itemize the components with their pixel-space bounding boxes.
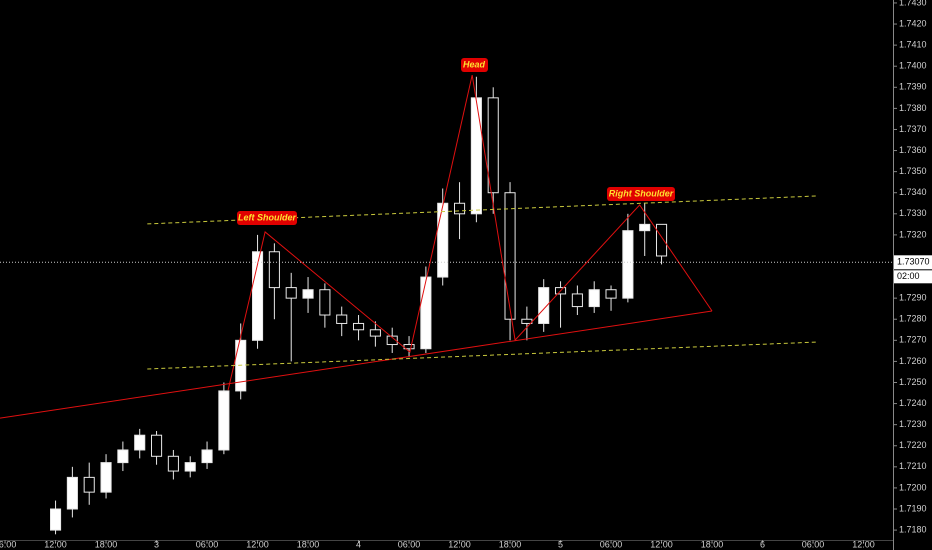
x-tick-label: 18:00 <box>95 539 118 549</box>
annotation-box <box>237 211 297 225</box>
annotations: Left Shoulder Head Right Shoulder <box>237 58 675 225</box>
y-tick-label: 1.7350 <box>899 166 927 176</box>
candle-body <box>453 202 466 215</box>
candle-body <box>336 314 348 324</box>
y-tick-label: 1.7180 <box>899 524 927 534</box>
current-price-label: 1.73070 <box>897 257 930 267</box>
y-tick-label: 1.7360 <box>899 145 927 155</box>
x-tick-label: 18:00 <box>701 539 724 549</box>
pattern-line <box>227 74 713 391</box>
y-tick-label: 1.7220 <box>899 440 927 450</box>
candle-body <box>420 276 432 350</box>
candle-body <box>655 223 668 257</box>
annotation: Right Shoulder <box>609 188 674 198</box>
y-tick-label: 1.7210 <box>899 461 927 471</box>
x-tick-label: 18:00 <box>499 539 522 549</box>
plot-area <box>0 74 819 535</box>
candle-body <box>218 390 230 451</box>
y-tick-label: 1.7430 <box>899 0 927 7</box>
y-tick-label: 1.7290 <box>899 293 927 303</box>
y-tick-label: 1.7260 <box>899 356 927 366</box>
candle-body <box>487 97 499 194</box>
candle-body <box>134 434 146 451</box>
x-tick-label: 12:00 <box>246 539 269 549</box>
x-tick-label: 3 <box>154 539 159 549</box>
y-tick-label: 1.7330 <box>899 208 927 218</box>
candle-body <box>150 434 163 457</box>
y-tick-label: 1.7400 <box>899 61 927 71</box>
y-tick-label: 1.7250 <box>899 377 927 387</box>
y-tick-label: 1.7230 <box>899 419 927 429</box>
y-tick-label: 1.7270 <box>899 335 927 345</box>
candle-body <box>184 462 196 472</box>
x-tick-label: 12:00 <box>650 539 673 549</box>
countdown-box <box>894 270 932 284</box>
annotation-box <box>461 58 488 72</box>
candle-body <box>100 462 112 493</box>
y-tick-label: 1.7340 <box>899 187 927 197</box>
y-tick-label: 1.7370 <box>899 124 927 134</box>
x-tick-label: 06:00 <box>398 539 421 549</box>
candle-body <box>369 329 381 337</box>
annotation-box <box>607 187 675 201</box>
annotation: Head <box>463 59 486 69</box>
candle-body <box>571 293 583 308</box>
y-tick-label: 1.7240 <box>899 398 927 408</box>
y-tick-label: 1.7380 <box>899 103 927 113</box>
candle-body <box>66 476 78 510</box>
y-tick-label: 1.7390 <box>899 82 927 92</box>
candle-body <box>201 449 213 464</box>
annotation: Left Shoulder <box>238 212 296 222</box>
candle-body <box>49 508 62 531</box>
candle-body <box>167 455 179 472</box>
candle-body <box>588 289 600 308</box>
countdown: 02:00 <box>897 271 920 281</box>
candle-body <box>251 251 264 341</box>
x-tick-label: 6 <box>760 539 765 549</box>
candle-body <box>83 476 95 493</box>
x-tick-label: 18:00 <box>297 539 320 549</box>
y-tick-label: 1.7190 <box>899 503 927 513</box>
candle-body <box>639 223 651 232</box>
x-tick-label: 12:00 <box>44 539 67 549</box>
x-tick-label: 06:00 <box>802 539 825 549</box>
candle-body <box>470 97 482 215</box>
candle-body <box>386 335 398 346</box>
y-tick-label: 1.7320 <box>899 229 927 239</box>
y-tick-label: 1.7410 <box>899 39 927 49</box>
x-tick-label: 5 <box>558 539 563 549</box>
x-tick-label: 06:00 <box>600 539 623 549</box>
candle-body <box>504 192 516 320</box>
candle-body <box>352 322 365 331</box>
candle-body <box>302 289 314 299</box>
candle-body <box>437 202 449 278</box>
candle-body <box>538 287 550 324</box>
y-tick-label: 1.7200 <box>899 482 927 492</box>
pattern-line <box>0 310 713 419</box>
price-label-box <box>894 255 932 270</box>
candle-body <box>268 251 280 289</box>
candle-body <box>285 287 297 299</box>
candle-body <box>622 230 634 299</box>
candle-body <box>319 289 331 316</box>
y-tick-label: 1.7280 <box>899 314 927 324</box>
x-tick-label: 06:00 <box>196 539 219 549</box>
x-tick-label: 06:00 <box>0 539 16 549</box>
x-tick-label: 4 <box>356 539 361 549</box>
y-tick-label: 1.7420 <box>899 18 927 28</box>
candle-body <box>117 449 129 464</box>
x-tick-label: 12:00 <box>448 539 471 549</box>
candle-body <box>605 289 617 299</box>
x-tick-label: 12:00 <box>852 539 875 549</box>
